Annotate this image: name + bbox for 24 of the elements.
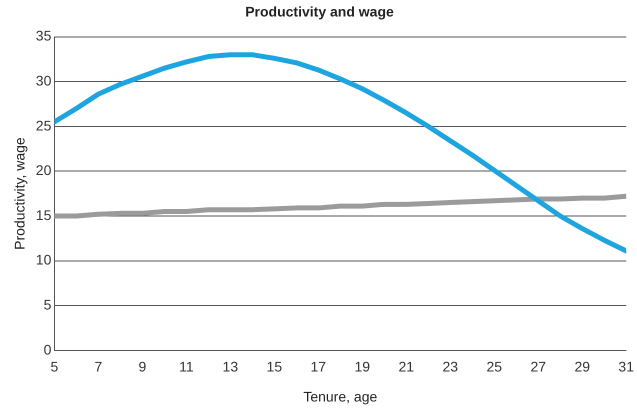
y-axis-title: Productivity, wage [11,137,28,250]
x-tick-label: 11 [179,358,194,375]
y-tick-label: 15 [36,206,52,223]
x-tick-label: 29 [574,358,590,375]
y-tick-label: 30 [36,72,52,88]
x-tick-label: 25 [486,358,502,375]
x-tick-label: 7 [94,358,102,375]
x-tick-label: 27 [530,358,546,375]
chart-title: Productivity and wage [245,3,394,20]
y-tick-label: 0 [44,341,52,358]
x-tick-label: 13 [222,358,238,375]
x-tick-label: 17 [310,358,326,375]
y-tick-label: 5 [44,296,52,312]
y-tick-label: 10 [36,252,52,268]
x-tick-label: 15 [266,358,282,375]
x-tick-label: 9 [138,358,146,375]
x-tick-label: 19 [354,358,370,375]
x-axis-title: Tenure, age [303,388,378,404]
y-tick-label: 25 [36,117,52,134]
y-tick-label: 20 [36,162,52,178]
y-tick-label: 35 [36,28,52,44]
x-tick-label: 21 [398,358,414,375]
x-tick-label: 31 [618,358,634,375]
x-tick-label: 23 [442,358,458,375]
